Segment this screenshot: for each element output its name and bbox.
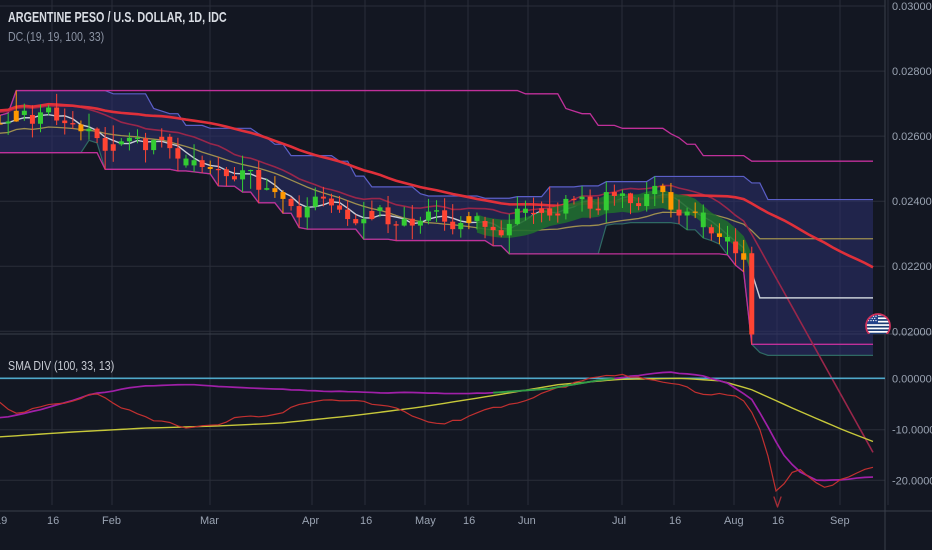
svg-text:-20.00000: -20.00000 (892, 475, 932, 487)
svg-text:0.02000: 0.02000 (892, 326, 932, 338)
svg-text:Aug: Aug (724, 515, 744, 527)
svg-text:Apr: Apr (302, 515, 319, 527)
svg-text:Feb: Feb (102, 515, 121, 527)
svg-text:ARGENTINE PESO / U.S. DOLLAR,: ARGENTINE PESO / U.S. DOLLAR, 1D, IDC (8, 8, 227, 25)
svg-text:Jul: Jul (612, 515, 626, 527)
svg-text:0.02400: 0.02400 (892, 196, 932, 208)
svg-text:16: 16 (669, 515, 681, 527)
svg-text:0.02600: 0.02600 (892, 131, 932, 143)
svg-text:19: 19 (0, 515, 7, 527)
svg-text:16: 16 (360, 515, 372, 527)
svg-text:16: 16 (47, 515, 59, 527)
svg-text:SMA DIV (100, 33, 13): SMA DIV (100, 33, 13) (8, 359, 114, 373)
svg-text:May: May (415, 515, 436, 527)
svg-text:0.02800: 0.02800 (892, 66, 932, 78)
svg-text:Sep: Sep (830, 515, 850, 527)
svg-text:DC.(19, 19, 100, 33): DC.(19, 19, 100, 33) (8, 30, 104, 44)
svg-text:16: 16 (772, 515, 784, 527)
svg-text:-10.00000: -10.00000 (892, 425, 932, 437)
svg-text:16: 16 (463, 515, 475, 527)
svg-text:0.03000: 0.03000 (892, 1, 932, 13)
svg-text:0.02200: 0.02200 (892, 261, 932, 273)
svg-text:Jun: Jun (518, 515, 536, 527)
svg-text:Mar: Mar (200, 515, 219, 527)
svg-text:0.00000: 0.00000 (892, 373, 932, 385)
